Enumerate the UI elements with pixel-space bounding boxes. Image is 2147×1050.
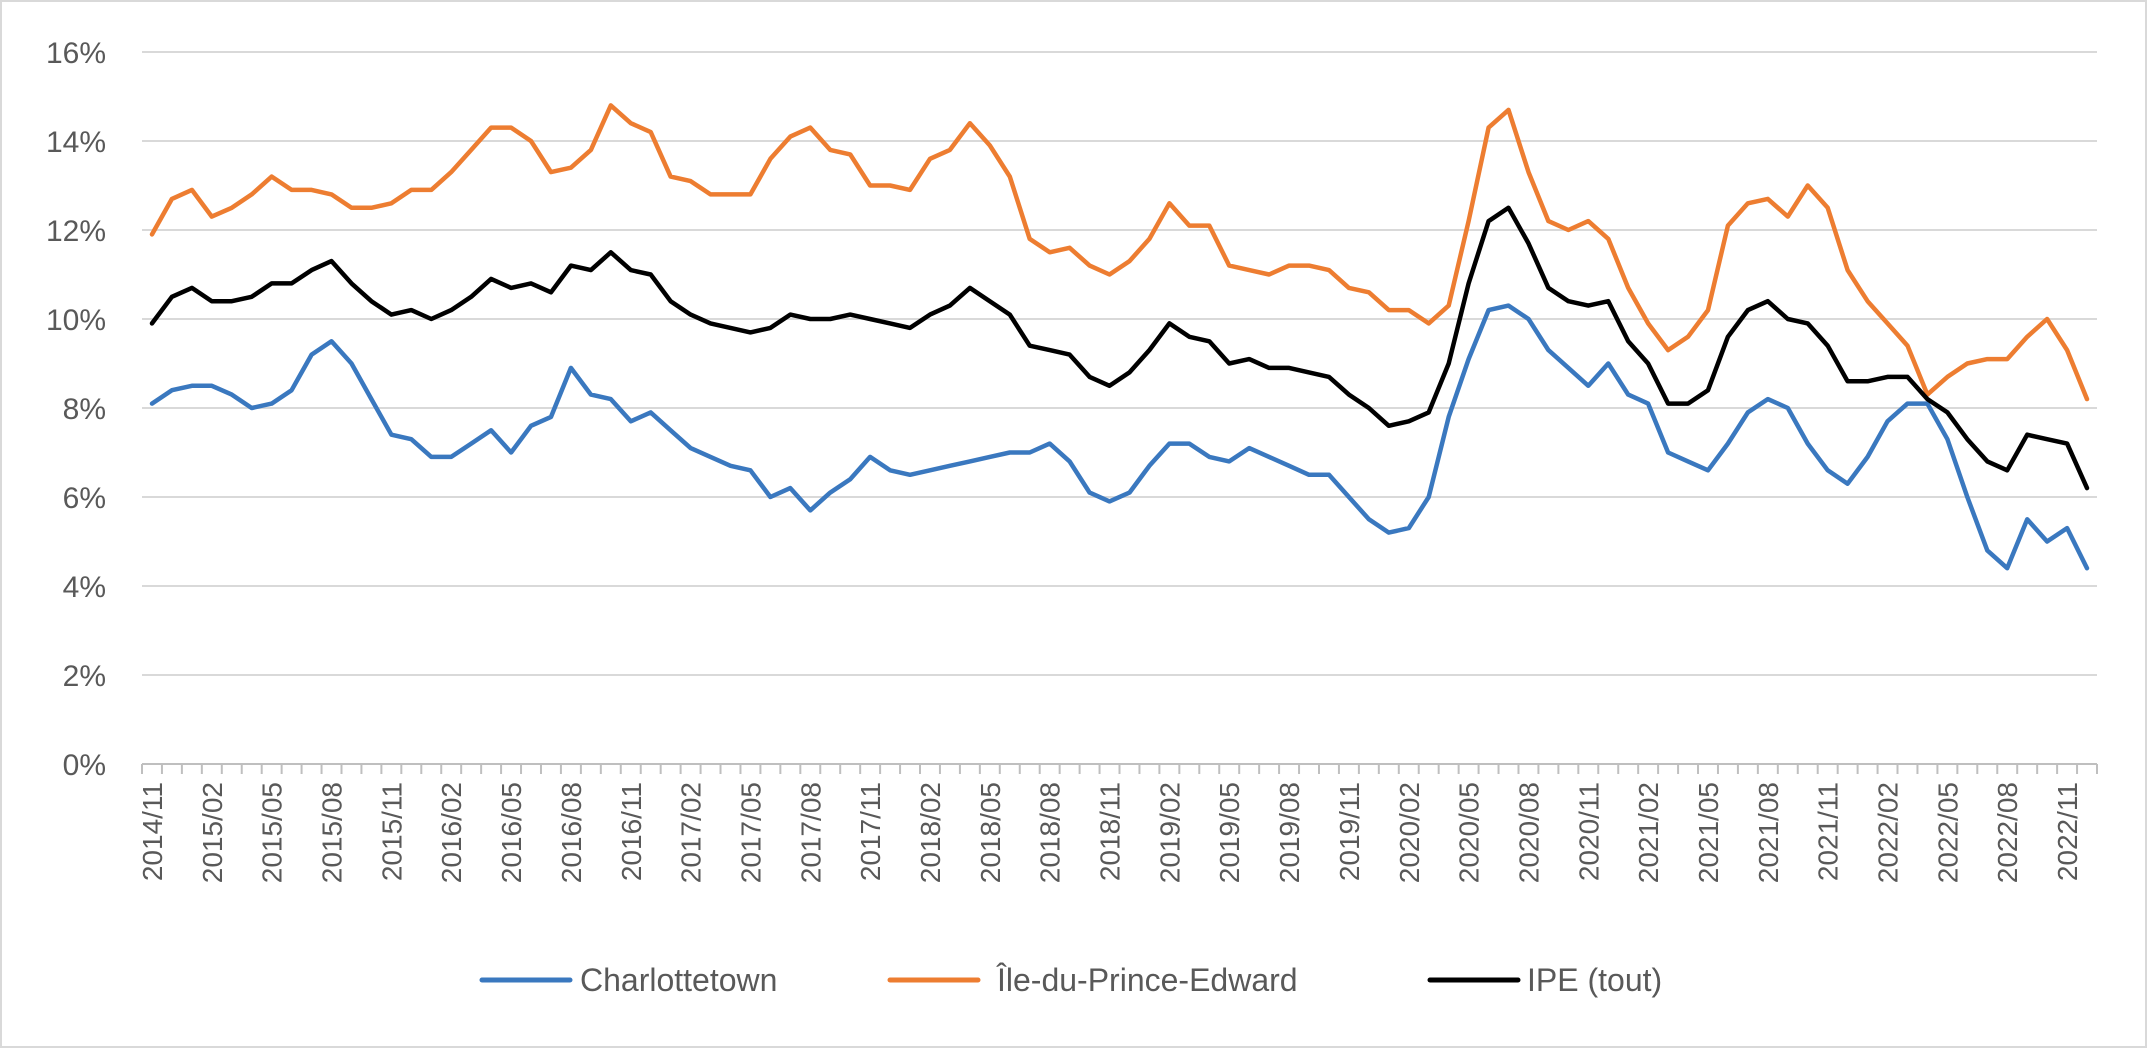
y-tick-label: 12% [46, 215, 106, 248]
x-tick-label: 2019/02 [1154, 782, 1185, 883]
x-tick-label: 2016/08 [556, 782, 587, 883]
x-tick-label: 2017/02 [676, 782, 707, 883]
x-tick-label: 2021/11 [1813, 782, 1844, 881]
x-tick-label: 2018/05 [975, 782, 1006, 883]
x-tick-label: 2019/05 [1214, 782, 1245, 883]
x-tick-label: 2014/11 [137, 782, 168, 881]
x-tick-label: 2021/05 [1693, 782, 1724, 883]
y-tick-label: 14% [46, 126, 106, 159]
x-tick-label: 2022/08 [1992, 782, 2023, 883]
x-tick-label: 2021/02 [1633, 782, 1664, 883]
x-tick-label: 2020/05 [1454, 782, 1485, 883]
x-tick-label: 2022/11 [2052, 782, 2083, 881]
x-tick-label: 2018/08 [1035, 782, 1066, 883]
x-tick-label: 2017/05 [735, 782, 766, 883]
x-tick-label: 2018/11 [1095, 782, 1126, 881]
series-line-2 [149, 205, 2090, 491]
y-tick-label: 2% [63, 660, 106, 693]
x-tick-label: 2020/08 [1513, 782, 1544, 883]
x-tick-label: 2019/11 [1334, 782, 1365, 881]
series-lines [149, 103, 2090, 571]
axes: 0% 2% 4% 6% 8% 10% 12% 14% 16% 2014/11 2015/02 2015… [46, 37, 2098, 883]
y-tick-label: 8% [63, 393, 106, 426]
x-tick-label: 2015/08 [317, 782, 348, 883]
y-tick-label: 10% [46, 304, 106, 337]
x-tick-label: 2020/02 [1394, 782, 1425, 883]
x-tick-label: 2022/02 [1873, 782, 1904, 883]
legend-label: Île-du-Prince-Edward [996, 962, 1298, 998]
legend-label: Charlottetown [580, 962, 777, 998]
y-tick-label: 16% [46, 37, 106, 70]
series-line-0 [149, 303, 2090, 571]
x-tick-label: 2020/11 [1573, 782, 1604, 881]
x-tick-label: 2021/08 [1753, 782, 1784, 883]
x-tick-label: 2019/08 [1274, 782, 1305, 883]
x-tick-label: 2018/02 [915, 782, 946, 883]
y-tick-label: 4% [63, 571, 106, 604]
x-tick-label: 2016/02 [436, 782, 467, 883]
legend: Charlottetown Île-du-Prince-Edward IPE (to… [479, 962, 1662, 998]
x-tick-label: 2016/05 [496, 782, 527, 883]
x-tick-label: 2015/11 [376, 782, 407, 881]
gridlines [142, 51, 2097, 676]
x-tick-label: 2016/11 [616, 782, 647, 881]
y-tick-label: 6% [63, 482, 106, 515]
x-tick-label: 2022/05 [1932, 782, 1963, 883]
y-tick-label: 0% [63, 749, 106, 782]
x-tick-label: 2015/02 [197, 782, 228, 883]
legend-label: IPE (tout) [1527, 962, 1662, 998]
series-line-1 [149, 103, 2090, 402]
x-tick-label: 2015/05 [257, 782, 288, 883]
x-tick-label: 2017/08 [795, 782, 826, 883]
x-tick-label: 2017/11 [855, 782, 886, 881]
